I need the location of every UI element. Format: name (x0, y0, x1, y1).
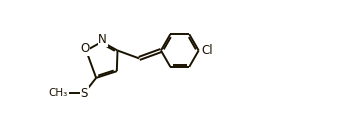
Text: CH₃: CH₃ (48, 88, 67, 98)
Text: O: O (80, 43, 89, 55)
Text: Cl: Cl (202, 44, 213, 57)
Text: S: S (80, 87, 88, 100)
Text: N: N (98, 33, 107, 46)
